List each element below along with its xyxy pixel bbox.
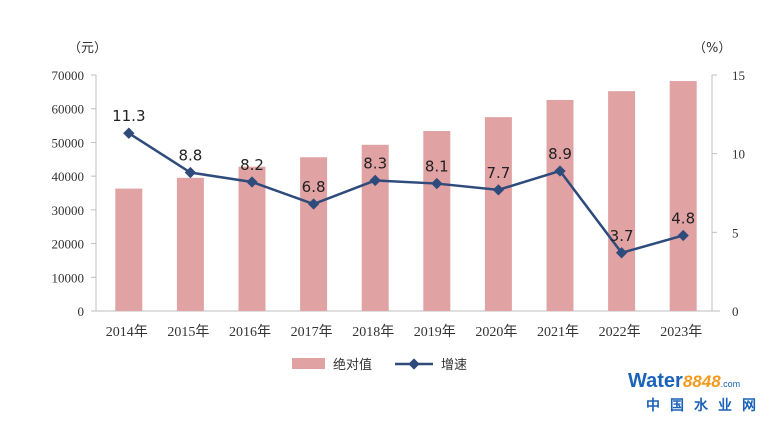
data-label: 8.3 xyxy=(363,154,387,172)
category-label: 2021年 xyxy=(537,324,579,340)
left-axis-tick-label: 50000 xyxy=(52,135,85,150)
watermark-tagline: 中国水业网 xyxy=(646,398,766,414)
category-label: 2018年 xyxy=(352,324,394,340)
bar xyxy=(115,188,143,311)
category-label: 2014年 xyxy=(106,324,148,340)
legend-label-line: 增速 xyxy=(441,358,467,373)
bar-series xyxy=(115,81,697,312)
line-point xyxy=(615,247,628,259)
bar xyxy=(669,81,697,311)
left-axis-tick-label: 10000 xyxy=(52,270,85,285)
category-label: 2015年 xyxy=(167,324,209,340)
line-point xyxy=(492,184,505,196)
left-axis-tick-label: 30000 xyxy=(52,203,85,218)
category-label: 2017年 xyxy=(291,324,333,340)
right-axis-tick-label: 10 xyxy=(732,147,745,162)
line-point xyxy=(369,174,381,187)
data-label: 11.3 xyxy=(112,107,145,125)
watermark-logo: Water8848.com 中国水业网 xyxy=(628,368,773,418)
left-axis-tick-label: 60000 xyxy=(52,102,85,117)
line-series: 11.3 8.8 8.2 6.8 8.3 8.1 7.7 8.9 3.7 4.8 xyxy=(112,107,695,259)
data-label: 8.1 xyxy=(425,158,449,176)
bar xyxy=(484,117,512,312)
right-axis-tick-label: 5 xyxy=(732,225,739,240)
data-label: 8.2 xyxy=(240,156,264,174)
left-axis-tick-label: 0 xyxy=(78,304,85,319)
bar xyxy=(361,144,389,311)
category-label: 2020年 xyxy=(475,324,517,340)
line-point xyxy=(554,165,566,177)
line-point xyxy=(246,176,258,188)
legend-swatch-marker xyxy=(408,358,420,370)
category-labels: 2014年 2015年 2016年 2017年 2018年 2019年 2020年 2021年… xyxy=(106,324,702,340)
right-axis: 0 5 10 15 xyxy=(712,68,745,319)
bar xyxy=(423,130,451,311)
line-point xyxy=(307,198,320,210)
bar xyxy=(238,166,266,311)
right-axis-tick-label: 15 xyxy=(732,68,745,83)
bar xyxy=(300,157,328,311)
data-label: 4.8 xyxy=(671,209,695,227)
category-label: 2019年 xyxy=(414,324,456,340)
bar xyxy=(546,99,574,311)
left-axis-unit: （元） xyxy=(68,41,107,56)
legend-swatch-bar xyxy=(292,358,325,369)
legend-label-bar: 绝对值 xyxy=(333,357,372,373)
left-axis: 0 10000 20000 30000 40000 50000 60000 70000 xyxy=(52,68,96,319)
legend: 绝对值 增速 xyxy=(292,357,467,373)
line-path xyxy=(128,132,684,255)
line-point xyxy=(677,229,689,242)
bar xyxy=(608,91,636,311)
watermark-number: 8848 xyxy=(682,372,721,391)
category-label: 2023年 xyxy=(660,324,702,340)
data-label: 8.8 xyxy=(178,147,202,165)
data-label: 8.9 xyxy=(548,145,572,163)
bar xyxy=(176,177,204,311)
category-label: 2022年 xyxy=(599,324,641,340)
data-label: 3.7 xyxy=(610,227,634,245)
right-axis-unit: （%） xyxy=(693,41,731,56)
watermark-brand-line: Water8848.com xyxy=(628,370,740,395)
right-axis-tick-label: 0 xyxy=(732,304,739,319)
left-axis-tick-label: 70000 xyxy=(52,68,85,83)
left-axis-tick-label: 40000 xyxy=(52,169,85,184)
data-label: 6.8 xyxy=(302,178,326,196)
data-label: 7.7 xyxy=(486,164,510,182)
left-axis-tick-label: 20000 xyxy=(52,237,85,252)
line-point xyxy=(431,177,443,190)
watermark-brand: Water xyxy=(628,370,683,392)
category-label: 2016年 xyxy=(229,324,271,340)
watermark-tld: .com xyxy=(720,379,741,389)
line-point xyxy=(184,166,197,179)
